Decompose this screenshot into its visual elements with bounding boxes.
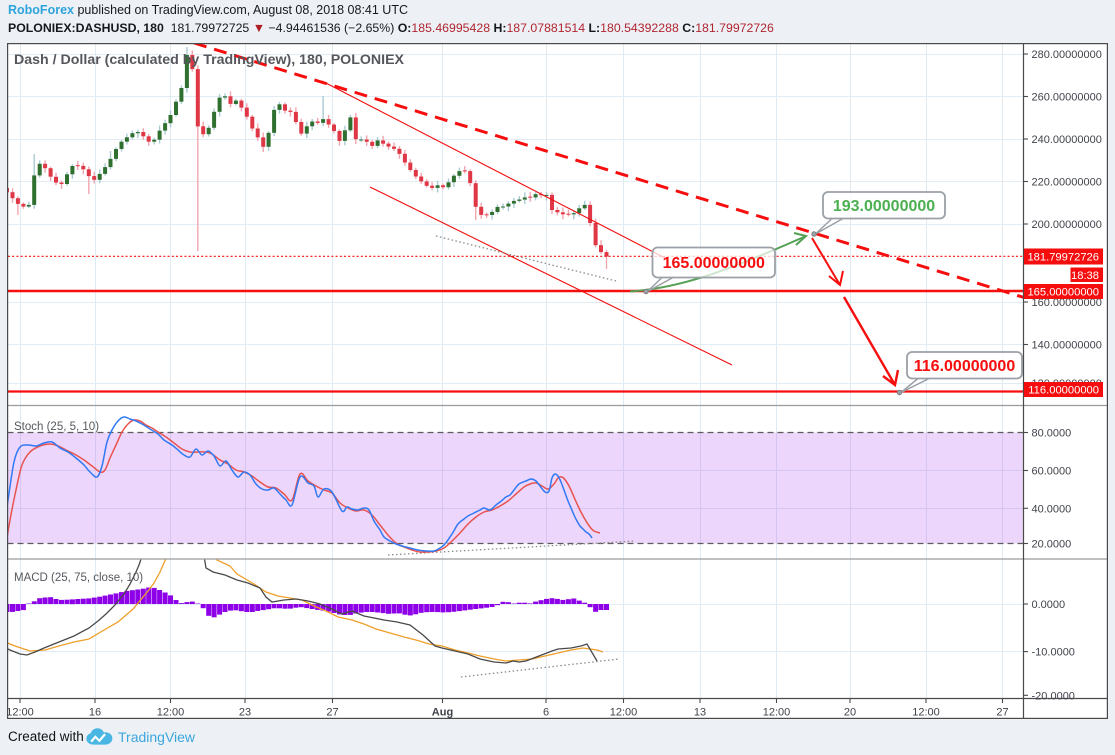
svg-text:23: 23 — [239, 707, 251, 719]
svg-text:140.00000000: 140.00000000 — [1032, 340, 1102, 352]
svg-text:220.00000000: 220.00000000 — [1032, 177, 1102, 189]
svg-text:12:00: 12:00 — [610, 707, 638, 719]
svg-text:280.00000000: 280.00000000 — [1032, 49, 1102, 61]
svg-text:181.79972726: 181.79972726 — [1027, 252, 1099, 264]
svg-text:40.0000: 40.0000 — [1032, 503, 1072, 515]
svg-text:80.0000: 80.0000 — [1032, 428, 1072, 440]
svg-text:12:00: 12:00 — [763, 707, 791, 719]
svg-text:60.0000: 60.0000 — [1032, 466, 1072, 478]
svg-text:Dash / Dollar (calculated by T: Dash / Dollar (calculated by TradingView… — [14, 52, 405, 68]
svg-text:116.00000000: 116.00000000 — [914, 358, 1016, 375]
svg-text:27: 27 — [326, 707, 338, 719]
svg-text:MACD (25, 75, close, 10): MACD (25, 75, close, 10) — [14, 572, 143, 584]
svg-text:27: 27 — [996, 707, 1008, 719]
svg-text:12:00: 12:00 — [157, 707, 185, 719]
svg-text:Aug: Aug — [432, 707, 453, 719]
svg-text:260.00000000: 260.00000000 — [1032, 92, 1102, 104]
svg-text:0.0000: 0.0000 — [1032, 599, 1066, 611]
svg-text:165.00000000: 165.00000000 — [1027, 287, 1099, 299]
svg-text:20: 20 — [844, 707, 856, 719]
svg-text:6: 6 — [543, 707, 549, 719]
svg-text:13: 13 — [694, 707, 706, 719]
svg-text:165.00000000: 165.00000000 — [663, 255, 765, 272]
svg-text:12:00: 12:00 — [912, 707, 940, 719]
svg-text:18:38: 18:38 — [1071, 270, 1099, 282]
svg-text:12:00: 12:00 — [7, 707, 34, 719]
svg-text:160.00000000: 160.00000000 — [1032, 297, 1102, 309]
svg-text:240.00000000: 240.00000000 — [1032, 134, 1102, 146]
svg-text:-10.0000: -10.0000 — [1032, 647, 1075, 659]
svg-text:193.00000000: 193.00000000 — [833, 198, 935, 215]
svg-text:16: 16 — [89, 707, 101, 719]
svg-text:116.00000000: 116.00000000 — [1028, 385, 1099, 397]
svg-text:Stoch (25, 5, 10): Stoch (25, 5, 10) — [14, 421, 99, 433]
svg-text:-20.0000: -20.0000 — [1032, 690, 1075, 702]
svg-text:200.00000000: 200.00000000 — [1032, 219, 1102, 231]
svg-text:20.0000: 20.0000 — [1032, 539, 1072, 551]
